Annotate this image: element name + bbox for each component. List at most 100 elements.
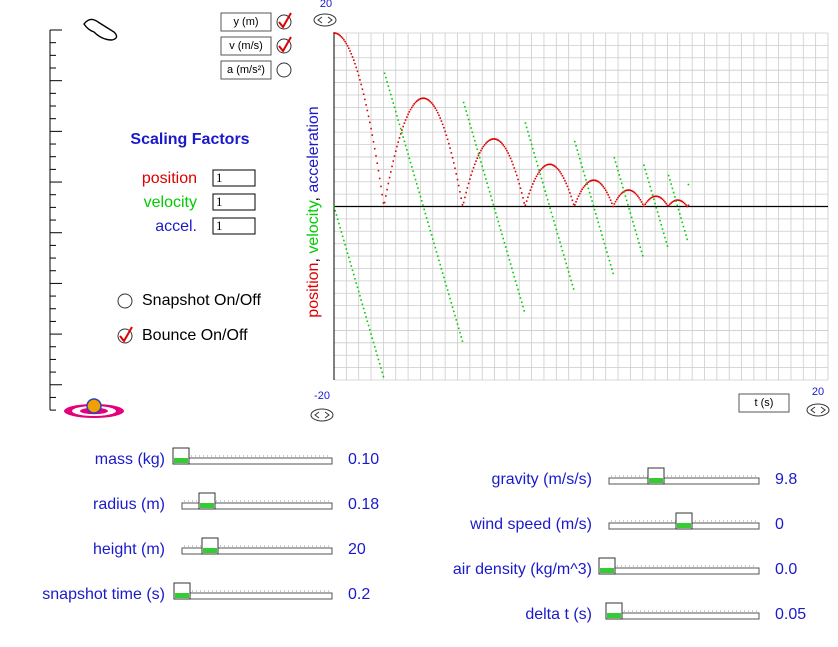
position-dot xyxy=(427,98,429,101)
position-dot xyxy=(428,99,430,102)
position-dot xyxy=(661,198,664,201)
velocity-dot xyxy=(544,190,546,192)
velocity-dot xyxy=(627,203,629,206)
scaling-input[interactable] xyxy=(212,169,256,187)
velocity-dot xyxy=(401,132,403,134)
slider-track[interactable] xyxy=(608,477,760,485)
position-dot xyxy=(392,160,395,162)
velocity-dot xyxy=(491,199,493,202)
zoom-button[interactable] xyxy=(313,13,337,27)
position-dot xyxy=(632,190,634,193)
slider-value: 0.05 xyxy=(775,606,806,623)
velocity-dot xyxy=(662,232,665,235)
velocity-dot xyxy=(664,236,666,239)
position-dot xyxy=(582,186,585,189)
checkbox[interactable] xyxy=(276,62,292,78)
velocity-dot xyxy=(471,131,474,134)
velocity-dot xyxy=(457,327,460,330)
scaling-input[interactable] xyxy=(212,193,256,211)
velocity-dot xyxy=(623,191,626,193)
position-dot xyxy=(550,163,553,166)
position-dot xyxy=(662,199,665,202)
velocity-dot xyxy=(533,152,535,154)
position-dot xyxy=(477,154,480,157)
position-dot xyxy=(351,56,354,58)
zoom-button[interactable] xyxy=(806,403,830,417)
velocity-dot xyxy=(682,225,685,228)
velocity-dot xyxy=(679,213,681,215)
slider-track[interactable] xyxy=(173,592,333,600)
position-dot xyxy=(352,59,355,62)
velocity-dot xyxy=(611,268,613,270)
y-min-label: -20 xyxy=(314,390,330,402)
velocity-dot xyxy=(455,319,458,321)
position-dot xyxy=(346,45,349,47)
position-dot xyxy=(455,173,458,175)
scaling-input[interactable] xyxy=(212,217,256,235)
velocity-dot xyxy=(517,288,519,291)
position-dot xyxy=(551,164,554,166)
toggle-button[interactable] xyxy=(220,12,272,32)
scaling-title: Scaling Factors xyxy=(130,131,249,148)
slider-track[interactable] xyxy=(181,502,333,510)
position-dot xyxy=(554,165,556,168)
position-dot xyxy=(565,182,567,185)
position-dot xyxy=(359,79,361,81)
zoom-button[interactable] xyxy=(310,408,334,422)
position-dot xyxy=(383,201,386,204)
velocity-dot xyxy=(385,76,387,79)
velocity-dot xyxy=(676,204,679,207)
position-dot xyxy=(628,189,630,191)
slider-track[interactable] xyxy=(605,612,760,620)
toggle-button[interactable] xyxy=(220,36,272,56)
slider-track[interactable] xyxy=(181,547,333,555)
velocity-dot xyxy=(469,122,471,125)
velocity-dot xyxy=(487,186,490,189)
velocity-dot xyxy=(550,211,553,214)
velocity-dot xyxy=(541,181,544,184)
checkbox[interactable] xyxy=(117,293,133,309)
velocity-dot xyxy=(359,294,361,297)
velocity-dot xyxy=(441,272,444,274)
position-dot xyxy=(671,201,674,203)
position-dot xyxy=(497,139,500,142)
logo[interactable] xyxy=(64,398,124,418)
position-dot xyxy=(611,202,613,205)
position-dot xyxy=(413,103,416,105)
position-dot xyxy=(471,170,474,173)
position-dot xyxy=(380,185,382,188)
position-dot xyxy=(439,117,442,119)
velocity-dot xyxy=(448,293,450,296)
position-dot xyxy=(624,189,627,192)
position-dot xyxy=(460,197,463,200)
slider-label: height (m) xyxy=(93,541,165,558)
velocity-dot xyxy=(556,232,559,235)
position-dot xyxy=(398,137,401,139)
velocity-dot xyxy=(486,182,488,185)
position-dot xyxy=(475,160,477,162)
velocity-dot xyxy=(477,152,480,155)
position-dot xyxy=(483,144,486,146)
position-dot xyxy=(502,144,504,146)
position-dot xyxy=(544,164,546,167)
velocity-dot xyxy=(459,331,461,334)
toggle-button[interactable] xyxy=(220,60,272,80)
velocity-dot xyxy=(536,164,539,167)
position-dot xyxy=(449,147,451,149)
position-dot xyxy=(499,141,502,143)
position-dot xyxy=(360,83,362,86)
scaling-value: 1 xyxy=(216,170,223,185)
position-dot xyxy=(493,138,496,140)
position-dot xyxy=(676,199,679,201)
hand-icon[interactable] xyxy=(83,18,118,41)
t-label-box xyxy=(738,393,790,413)
position-dot xyxy=(680,200,682,202)
position-dot xyxy=(339,34,341,37)
slider-track[interactable] xyxy=(598,567,760,575)
position-dot xyxy=(438,114,440,117)
velocity-dot xyxy=(660,224,663,226)
position-dot xyxy=(583,184,586,187)
velocity-dot xyxy=(619,178,622,180)
slider-track[interactable] xyxy=(172,457,333,465)
velocity-dot xyxy=(644,168,647,171)
